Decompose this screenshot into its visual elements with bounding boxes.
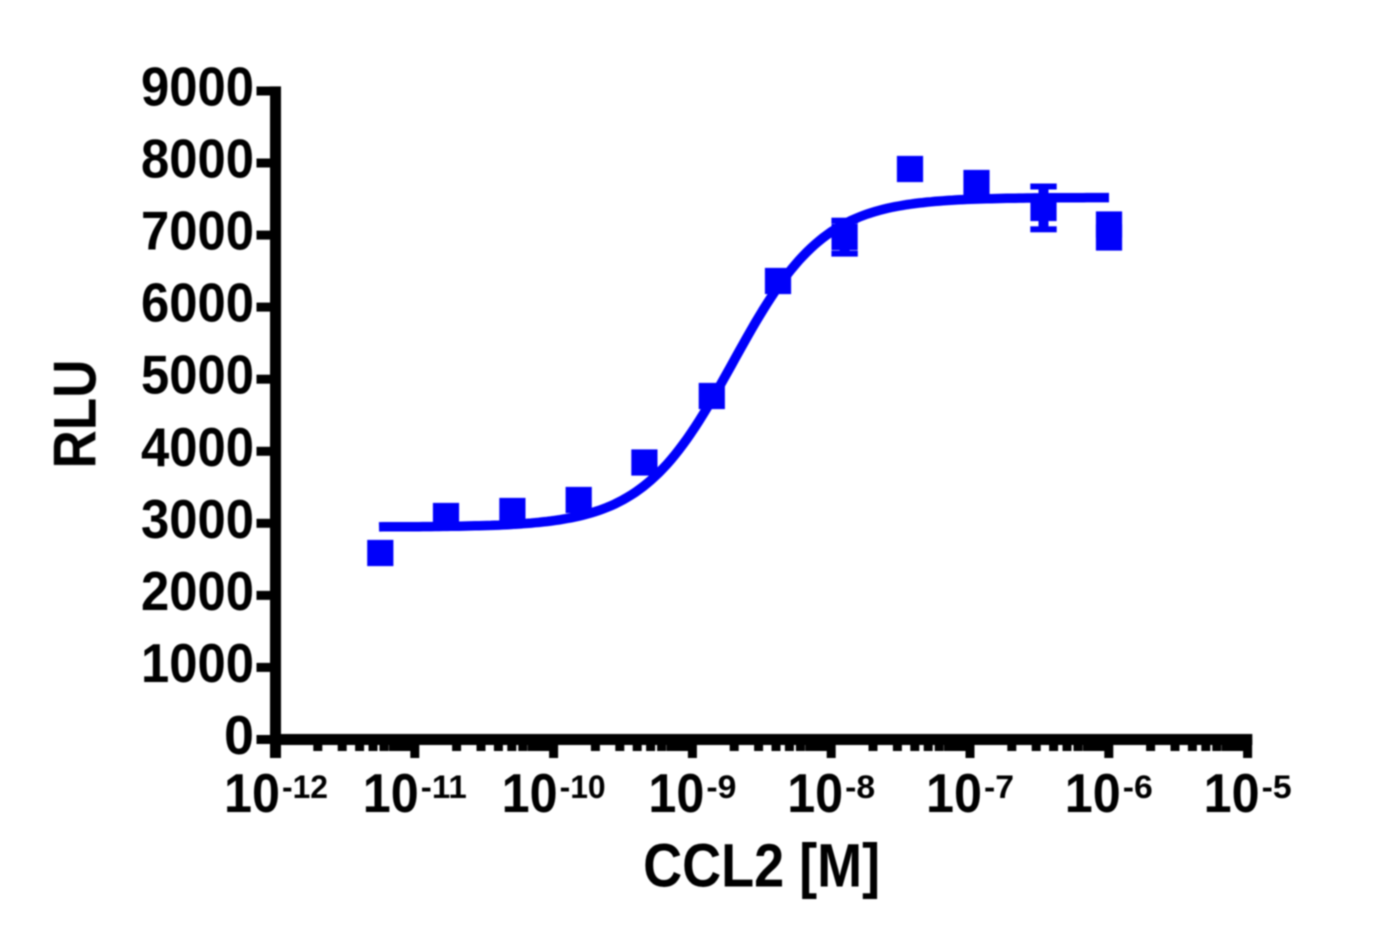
svg-text:-6: -6 bbox=[1123, 769, 1153, 805]
svg-text:4000: 4000 bbox=[141, 416, 254, 478]
svg-text:10: 10 bbox=[787, 762, 843, 824]
svg-text:-10: -10 bbox=[560, 769, 606, 805]
svg-text:-8: -8 bbox=[845, 769, 875, 805]
svg-text:RLU: RLU bbox=[42, 360, 109, 469]
svg-text:10: 10 bbox=[926, 762, 982, 824]
svg-text:9000: 9000 bbox=[141, 56, 254, 118]
svg-text:10: 10 bbox=[224, 762, 280, 824]
svg-text:-5: -5 bbox=[1262, 769, 1292, 805]
svg-text:8000: 8000 bbox=[141, 128, 254, 190]
svg-text:0: 0 bbox=[224, 704, 254, 766]
svg-text:-12: -12 bbox=[282, 769, 328, 805]
svg-text:-7: -7 bbox=[984, 769, 1014, 805]
svg-text:CCL2 [M]: CCL2 [M] bbox=[643, 831, 880, 899]
svg-text:1000: 1000 bbox=[141, 632, 254, 694]
svg-text:3000: 3000 bbox=[141, 488, 254, 550]
svg-text:5000: 5000 bbox=[141, 344, 254, 406]
svg-text:10: 10 bbox=[648, 762, 704, 824]
svg-text:6000: 6000 bbox=[141, 272, 254, 334]
svg-text:-9: -9 bbox=[706, 769, 736, 805]
svg-text:10: 10 bbox=[1204, 762, 1260, 824]
svg-text:10: 10 bbox=[363, 762, 419, 824]
svg-text:-11: -11 bbox=[421, 769, 467, 805]
svg-text:10: 10 bbox=[502, 762, 558, 824]
svg-text:7000: 7000 bbox=[141, 200, 254, 262]
svg-text:2000: 2000 bbox=[141, 560, 254, 622]
svg-text:10: 10 bbox=[1065, 762, 1121, 824]
